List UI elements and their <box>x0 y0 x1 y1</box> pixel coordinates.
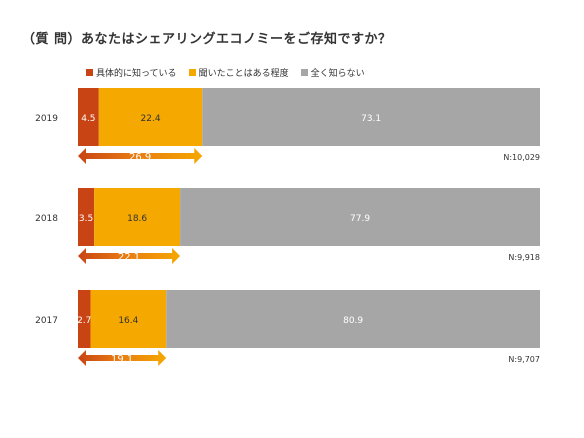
legend-swatch-heard <box>188 69 196 76</box>
data-label-2017-0: 2.7 <box>77 316 91 326</box>
bar-segment-2018-1 <box>94 188 181 246</box>
legend-swatch-specific <box>86 69 93 76</box>
bar-segment-2019-2 <box>202 88 540 146</box>
category-label-2019: 2019 <box>35 114 58 124</box>
data-label-2017-1: 16.4 <box>118 316 138 326</box>
awareness-arrow-2019 <box>78 148 203 164</box>
data-label-2018-1: 18.6 <box>127 214 147 224</box>
bar-segment-2017-1 <box>90 290 167 348</box>
awareness-total-label-2018: 22.1 <box>118 252 140 263</box>
bar-segment-2019-1 <box>98 88 203 146</box>
category-label-2018: 2018 <box>35 214 58 224</box>
bar-segment-2017-2 <box>166 290 540 348</box>
legend-item-unknown: 全く知らない <box>300 66 365 79</box>
data-label-2018-2: 77.9 <box>350 214 370 224</box>
awareness-total-label-2017: 19.1 <box>111 354 133 365</box>
awareness-arrow-2018 <box>78 248 181 264</box>
legend-label-specific: 具体的に知っている <box>96 69 177 79</box>
bar-segment-2019-0 <box>78 88 99 146</box>
data-label-2018-0: 3.5 <box>79 214 93 224</box>
data-label-2019-2: 73.1 <box>361 114 381 124</box>
awareness-arrow-2017 <box>78 350 167 366</box>
awareness-total-label-2019: 26.9 <box>129 152 151 163</box>
legend-item-heard: 聞いたことはある程度 <box>188 66 289 79</box>
bar-segment-2017-0 <box>78 290 91 348</box>
sample-size-2017: N:9,707 <box>508 355 540 364</box>
data-label-2017-2: 80.9 <box>343 316 363 326</box>
legend: 具体的に知っている 聞いたことはある程度 全く知らない <box>86 66 365 79</box>
chart-title: （質 問）あなたはシェアリングエコノミーをご存知ですか？ <box>22 32 392 47</box>
category-label-2017: 2017 <box>35 316 58 326</box>
sample-size-2019: N:10,029 <box>503 153 540 162</box>
data-label-2019-0: 4.5 <box>81 114 95 124</box>
sample-size-2018: N:9,918 <box>508 253 540 262</box>
legend-label-unknown: 全く知らない <box>310 69 365 79</box>
bar-segment-2018-0 <box>78 188 95 246</box>
data-label-2019-1: 22.4 <box>141 114 161 124</box>
legend-item-specific: 具体的に知っている <box>86 66 177 79</box>
bar-segment-2018-2 <box>180 188 541 246</box>
legend-label-heard: 聞いたことはある程度 <box>198 69 289 79</box>
legend-swatch-unknown <box>300 69 308 76</box>
